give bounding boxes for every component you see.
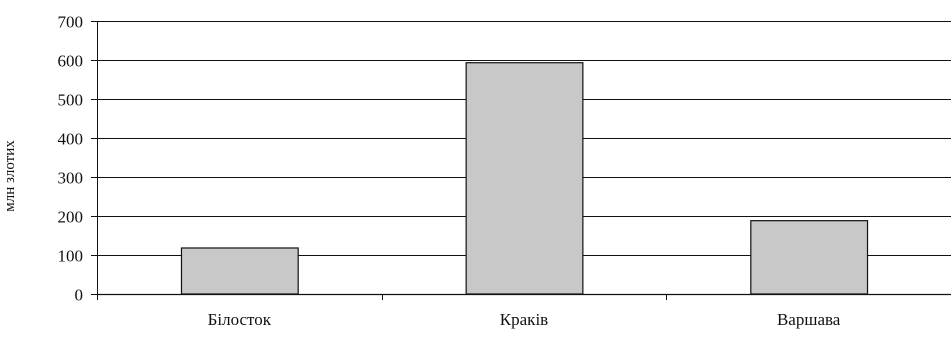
y-tick-labels: 0 100 200 300 400 500 600 700 [58,13,84,305]
y-axis-title: млн злотих [2,140,18,212]
x-category-labels: Білосток Краків Варшава [208,310,841,329]
bar-2 [465,62,584,295]
bar-3 [750,220,869,295]
y-tick-label-700: 700 [58,13,84,32]
x-category-label-2: Краків [500,310,548,329]
y-tick-label-200: 200 [58,208,84,227]
y-tick-label-0: 0 [75,286,84,305]
x-category-label-1: Білосток [208,310,272,329]
bars [180,62,869,295]
bar-1 [180,247,299,295]
y-tick-label-500: 500 [58,91,84,110]
x-category-label-3: Варшава [777,310,841,329]
y-tick-label-600: 600 [58,52,84,71]
y-tick-label-300: 300 [58,169,84,188]
y-tick-label-400: 400 [58,130,84,149]
y-tick-label-100: 100 [58,247,84,266]
axes [91,21,951,300]
